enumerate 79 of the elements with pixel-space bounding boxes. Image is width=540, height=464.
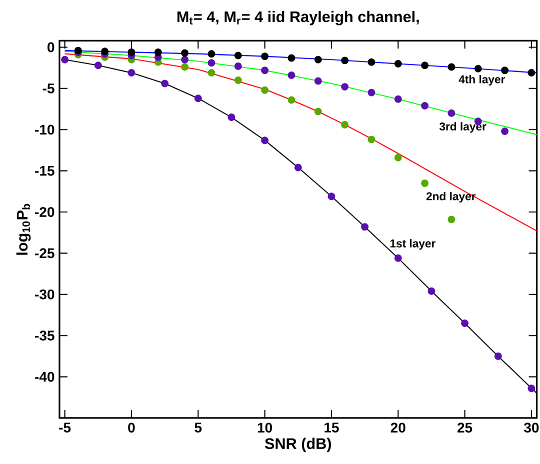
point — [94, 62, 102, 70]
point — [341, 83, 349, 91]
point — [421, 102, 429, 110]
point — [288, 96, 296, 104]
y-tick-label: -40 — [35, 372, 54, 382]
point — [261, 136, 269, 144]
point — [181, 63, 189, 71]
x-tick-label: -5 — [59, 422, 71, 432]
point — [288, 54, 296, 62]
x-tick-label: 5 — [194, 422, 202, 432]
y-tick-label: -25 — [35, 248, 54, 258]
point — [181, 56, 189, 64]
point — [128, 48, 136, 56]
x-tick-label: 25 — [457, 422, 472, 433]
y-axis-title: log$_{10}$P$_{b}$ — [16, 204, 31, 255]
point — [261, 52, 269, 60]
annotation: 1st layer — [390, 239, 436, 250]
point — [208, 69, 216, 77]
point — [341, 56, 349, 64]
point — [341, 120, 349, 128]
y-tick-label: -20 — [35, 207, 54, 217]
point — [261, 86, 269, 94]
chart-title: M$_{t}$= 4, M$_{r}$= 4 iid Rayleigh channel, — [177, 10, 419, 26]
point — [234, 52, 242, 60]
point — [208, 50, 216, 58]
y-tick-label: -30 — [35, 289, 54, 300]
point — [448, 109, 456, 117]
y-tick-label: -10 — [35, 124, 54, 135]
y-tick-label: -15 — [35, 166, 54, 176]
x-tick-label: 0 — [128, 422, 135, 433]
point — [474, 64, 482, 72]
point — [234, 62, 242, 70]
point — [448, 63, 456, 71]
y-tick-label: 0 — [48, 42, 54, 52]
point — [501, 66, 509, 74]
point — [461, 320, 469, 327]
point — [368, 88, 376, 96]
point — [101, 48, 109, 56]
point — [361, 223, 369, 231]
point — [314, 77, 322, 85]
point — [194, 94, 202, 102]
point — [368, 58, 376, 66]
point — [208, 59, 216, 67]
x-axis-title: SNR (dB) — [264, 438, 331, 452]
x-tick-label: 30 — [524, 422, 539, 433]
point — [228, 114, 236, 122]
point — [394, 95, 402, 103]
x-tick-label: 20 — [390, 422, 406, 433]
point — [421, 179, 429, 187]
point — [421, 62, 429, 70]
y-tick-label: -35 — [35, 330, 54, 341]
point — [154, 48, 162, 56]
x-tick-label: 15 — [324, 422, 339, 432]
line-series — [64, 50, 538, 74]
point — [234, 76, 242, 84]
point — [501, 128, 509, 136]
point — [294, 164, 302, 172]
annotation: 3rd layer — [439, 122, 486, 133]
point — [394, 60, 402, 68]
point — [328, 192, 336, 200]
x-tick-label: 10 — [258, 422, 272, 433]
point — [181, 49, 189, 57]
point — [128, 69, 136, 77]
point — [428, 287, 436, 295]
point — [314, 56, 322, 64]
annotation: 4th layer — [458, 74, 506, 86]
point — [314, 108, 322, 116]
point — [261, 66, 269, 74]
point — [368, 136, 376, 144]
annotation: 2nd layer — [426, 192, 476, 203]
line-series — [64, 53, 538, 232]
point — [161, 80, 169, 88]
point — [448, 216, 456, 224]
point — [494, 352, 502, 360]
point — [61, 56, 69, 64]
point — [288, 72, 296, 79]
point — [394, 154, 402, 162]
point — [394, 254, 402, 262]
y-tick-label: -5 — [42, 84, 54, 94]
